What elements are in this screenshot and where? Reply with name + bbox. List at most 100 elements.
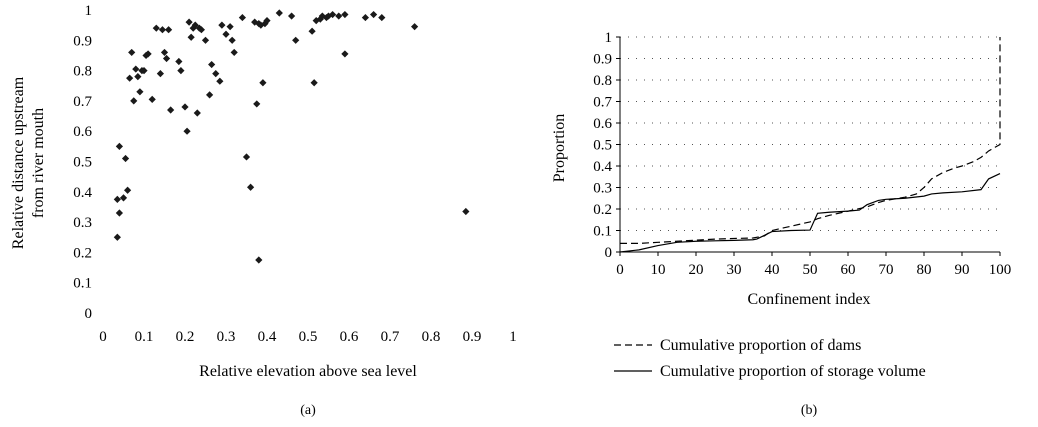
- a-y-tick-label: 0.8: [73, 64, 92, 80]
- b-x-axis-label: Confinement index: [747, 291, 870, 308]
- scatter-point: [124, 186, 132, 194]
- a-y-tick-label: 0.6: [73, 124, 92, 140]
- scatter-point: [181, 103, 189, 111]
- b-y-axis-label: Proportion: [551, 114, 568, 182]
- scatter-point: [335, 12, 343, 20]
- scatter-point: [341, 10, 349, 19]
- b-y-tick-label: 0.3: [593, 181, 612, 197]
- b-x-tick-label: 60: [841, 262, 856, 278]
- scatter-point: [183, 127, 191, 135]
- scatter-point: [191, 21, 199, 29]
- scatter-point: [308, 27, 316, 35]
- scatter-point: [156, 70, 164, 78]
- scatter-point: [411, 23, 419, 31]
- scatter-point: [144, 50, 152, 58]
- scatter-panel: 0 0.1 0.2 0.3 0.4 0.5 0.6 0.7 0.8 0.9 1 0 0.1 0.2 0.3…: [10, 3, 517, 418]
- scatter-point: [206, 91, 214, 99]
- scatter-point: [247, 183, 255, 191]
- scatter-point: [197, 26, 205, 34]
- a-x-tick-label: 0.2: [176, 329, 195, 345]
- scatter-point: [212, 70, 220, 78]
- a-scatter-points: [113, 9, 470, 264]
- legend-label-storage: Cumulative proportion of storage volume: [660, 363, 926, 380]
- scatter-point: [292, 36, 300, 44]
- scatter-point: [310, 79, 318, 87]
- scatter-point: [208, 60, 216, 69]
- a-y-tick-label: 0.9: [73, 33, 92, 49]
- scatter-point: [165, 26, 173, 34]
- a-y-tick-label: 0: [85, 306, 93, 322]
- b-y-tick-label: 0.4: [593, 159, 612, 175]
- scatter-point: [158, 26, 167, 34]
- b-y-tick-label: 0.6: [593, 116, 612, 132]
- scatter-point: [261, 20, 269, 28]
- scatter-point: [318, 12, 326, 20]
- a-y-axis-label-line2: from river mouth: [30, 108, 47, 218]
- scatter-point: [341, 50, 349, 58]
- scatter-point: [253, 100, 261, 108]
- scatter-point: [177, 67, 185, 75]
- scatter-point: [255, 256, 263, 264]
- scatter-point: [257, 21, 265, 29]
- b-y-tick-label: 0.1: [593, 224, 612, 240]
- a-y-tick-label: 0.2: [73, 245, 92, 261]
- scatter-point: [134, 73, 142, 81]
- b-legend: Cumulative proportion of dams Cumulative…: [614, 337, 926, 380]
- scatter-point: [251, 18, 259, 26]
- a-y-tick-label: 0.5: [73, 155, 92, 171]
- b-x-tick-label: 70: [879, 262, 894, 278]
- a-x-tick-label: 0.5: [299, 329, 318, 345]
- a-y-tick-label: 0.1: [73, 276, 92, 292]
- scatter-point: [462, 207, 470, 216]
- b-y-tick-label: 0.5: [593, 138, 612, 154]
- a-x-tick-label: 0.8: [422, 329, 441, 345]
- b-series-lines: [619, 37, 1001, 253]
- scatter-point: [130, 97, 138, 105]
- scatter-point: [121, 154, 130, 163]
- b-x-tick-label: 50: [803, 262, 818, 278]
- scatter-point: [316, 15, 324, 23]
- b-x-tick-label: 20: [689, 262, 704, 278]
- scatter-point: [238, 13, 246, 22]
- scatter-point: [162, 54, 171, 63]
- b-y-tick-label: 0.2: [593, 202, 612, 218]
- scatter-point: [126, 74, 134, 82]
- scatter-point: [218, 21, 226, 29]
- scatter-point: [193, 109, 201, 117]
- scatter-point: [201, 36, 210, 44]
- b-y-tick-label: 0: [605, 245, 613, 261]
- a-x-tick-label: 0.7: [381, 329, 400, 345]
- b-x-tick-label: 80: [917, 262, 932, 278]
- a-x-axis-label: Relative elevation above sea level: [199, 363, 417, 380]
- b-x-tick-label: 100: [989, 262, 1012, 278]
- scatter-point: [275, 9, 283, 17]
- scatter-point: [329, 10, 337, 19]
- a-x-tick-label: 0.3: [217, 329, 236, 345]
- scatter-point: [263, 17, 271, 25]
- scatter-point: [226, 23, 234, 31]
- a-x-tick-label: 0: [99, 329, 107, 345]
- scatter-point: [115, 142, 123, 150]
- scatter-point: [187, 33, 195, 41]
- b-x-tick-label: 0: [616, 262, 624, 278]
- a-panel-label: (a): [300, 403, 316, 418]
- b-y-tick-label: 0.9: [593, 52, 612, 68]
- b-y-tick-label: 0.7: [593, 95, 612, 111]
- scatter-point: [113, 233, 121, 241]
- a-x-tick-label: 0.1: [135, 329, 154, 345]
- b-panel-label: (b): [801, 403, 818, 418]
- a-x-tick-labels: 0 0.1 0.2 0.3 0.4 0.5 0.6 0.7 0.8 0.9 1: [99, 329, 517, 345]
- a-y-tick-labels: 0 0.1 0.2 0.3 0.4 0.5 0.6 0.7 0.8 0.9 1: [73, 3, 92, 322]
- b-y-tick-labels: 0 0.1 0.2 0.3 0.4 0.5 0.6 0.7 0.8 0.9 1: [593, 30, 620, 261]
- a-y-tick-label: 0.7: [73, 94, 92, 110]
- scatter-point: [160, 48, 169, 57]
- b-x-tick-label: 10: [651, 262, 666, 278]
- b-x-tick-label: 90: [955, 262, 970, 278]
- scatter-point: [175, 57, 183, 66]
- scatter-point: [119, 194, 128, 202]
- a-x-tick-label: 0.4: [258, 329, 277, 345]
- series-line-storage: [619, 172, 1001, 253]
- scatter-point: [242, 153, 251, 161]
- a-x-tick-label: 0.9: [463, 329, 482, 345]
